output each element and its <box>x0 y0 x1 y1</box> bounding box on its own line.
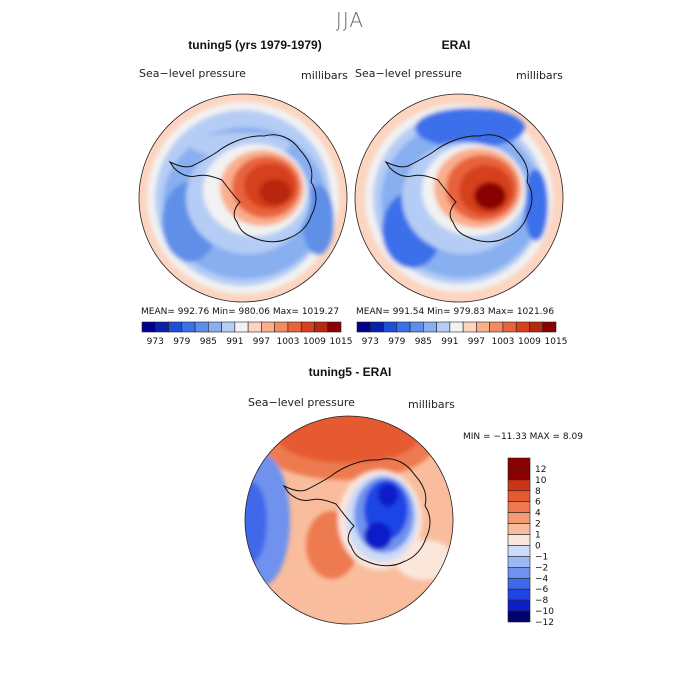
panel1-colorbar-swatch <box>194 321 209 333</box>
panel1-stats: MEAN= 992.76 Min= 980.06 Max= 1019.27 <box>141 307 340 317</box>
panel3-colorbar-tick-label: 1 <box>535 531 541 541</box>
panel1-colorbar-swatch <box>327 321 342 333</box>
panel2-map-border <box>354 93 564 303</box>
panel2-colorbar-swatch <box>369 321 384 333</box>
panel3-units: millibars <box>408 398 455 411</box>
panel3-colorbar-swatch <box>507 556 531 568</box>
panel3-colorbar-tick-label: −12 <box>535 618 554 628</box>
panel3-colorbar-swatch <box>507 610 531 623</box>
panel2-colorbar-tick-label: 985 <box>415 337 432 347</box>
panel2-colorbar-tick-label: 1015 <box>545 337 568 347</box>
panel2-colorbar-swatch <box>449 321 464 333</box>
season-title: JJA <box>335 8 365 32</box>
panel1-colorbar-swatch <box>274 321 289 333</box>
panel1-units: millibars <box>301 69 348 82</box>
panel1-colorbar-swatch <box>261 321 275 333</box>
panel3-title: tuning5 - ERAI <box>308 365 392 379</box>
panel2-colorbar-swatch <box>515 321 530 333</box>
panel3-map <box>245 416 453 624</box>
panel2-map <box>355 94 563 302</box>
panel2-colorbar-tick-label: 973 <box>362 337 379 347</box>
panel2-colorbar-tick-label: 1003 <box>491 337 514 347</box>
panel1-map-border <box>138 93 348 303</box>
panel2-title: ERAI <box>441 38 471 52</box>
panel3-field-label: Sea−level pressure <box>248 396 355 409</box>
panel3-colorbar-tick-label: 4 <box>535 509 541 519</box>
panel1-colorbar-tick-label: 997 <box>253 337 270 347</box>
panel3-colorbar-tick-label: −10 <box>535 607 554 617</box>
panel1-colorbar-swatch <box>168 321 183 333</box>
panel2-colorbar-tick-label: 979 <box>388 337 405 347</box>
panel1-colorbar: 973 979 985 991 997 1003 1009 1015 <box>141 321 353 347</box>
panel3-colorbar-swatch <box>507 599 531 612</box>
panel3-colorbar-swatch <box>507 457 531 470</box>
panel2-colorbar-swatch <box>383 321 398 333</box>
panel2-colorbar-tick-label: 997 <box>468 337 485 347</box>
panel1-colorbar-tick-label: 979 <box>173 337 190 347</box>
panel3-colorbar-tick-label: −4 <box>535 574 549 584</box>
panel2-colorbar-swatch <box>529 321 544 333</box>
panel3-colorbar-swatch <box>507 501 531 513</box>
panel2-colorbar-tick-label: 1009 <box>518 337 541 347</box>
panel2-colorbar: 973 979 985 991 997 1003 1009 1015 <box>356 321 568 347</box>
panel3-colorbar-swatch <box>507 545 531 557</box>
panel3-stats: MIN = −11.33 MAX = 8.09 <box>463 432 583 442</box>
panel1-colorbar-tick-label: 985 <box>200 337 217 347</box>
panel3-colorbar-swatch <box>507 588 531 601</box>
panel1-colorbar-swatch <box>181 321 196 333</box>
panel1-colorbar-swatch <box>247 321 262 333</box>
panel1-colorbar-tick-label: 1009 <box>303 337 326 347</box>
panel3-colorbar-swatch <box>507 512 531 524</box>
panel3-colorbar-swatch <box>507 468 531 481</box>
panel3-colorbar-tick-label: 6 <box>535 498 541 508</box>
panel2-colorbar-swatch <box>396 321 411 333</box>
panel3-colorbar-tick-label: 12 <box>535 465 546 475</box>
panel1-colorbar-swatch <box>221 321 236 333</box>
panel2-colorbar-swatch <box>489 321 504 333</box>
panel3-colorbar-swatch <box>507 479 531 492</box>
panel1-field-label: Sea−level pressure <box>139 67 246 80</box>
panel3-colorbar-tick-label: 10 <box>535 476 547 486</box>
panel3-colorbar-swatch <box>507 534 531 546</box>
panel2-colorbar-swatch <box>409 321 424 333</box>
panel3-colorbar-swatch <box>507 567 531 579</box>
panel2-colorbar-swatch <box>356 321 371 333</box>
panel1-colorbar-swatch <box>314 321 329 333</box>
panel3-colorbar-tick-label: −6 <box>535 585 549 595</box>
panel1-colorbar-tick-label: 1003 <box>276 337 299 347</box>
panel1-colorbar-tick-label: 1015 <box>330 337 353 347</box>
panel2-colorbar-swatch <box>462 321 477 333</box>
panel1-colorbar-tick-label: 973 <box>147 337 164 347</box>
panel2-field-label: Sea−level pressure <box>355 67 462 80</box>
panel1-colorbar-swatch <box>141 321 156 333</box>
panel1-colorbar-tick-label: 991 <box>226 337 243 347</box>
panel1-colorbar-swatch <box>287 321 302 333</box>
panel1-colorbar-swatch <box>154 321 169 333</box>
panel2-colorbar-swatch <box>436 321 451 333</box>
panel1-colorbar-swatch <box>300 321 315 333</box>
panel3-colorbar-tick-label: −1 <box>535 552 548 562</box>
panel3-map-border <box>244 415 454 625</box>
panel3-colorbar-swatch <box>507 523 531 535</box>
panel1-colorbar-swatch <box>208 321 222 333</box>
panel3-colorbar-swatch <box>507 577 531 590</box>
panel2-units: millibars <box>516 69 563 82</box>
panel2-stats: MEAN= 991.54 Min= 979.83 Max= 1021.96 <box>356 307 555 317</box>
panel1-title: tuning5 (yrs 1979-1979) <box>188 38 322 52</box>
panel3-colorbar-tick-label: −8 <box>535 596 549 606</box>
panel1-map <box>139 94 347 302</box>
panel3-colorbar-tick-label: −2 <box>535 563 548 573</box>
panel3-colorbar-tick-label: 8 <box>535 487 541 497</box>
panel3-colorbar-tick-label: 0 <box>535 541 541 551</box>
panel2-colorbar-swatch <box>476 321 490 333</box>
panel3-colorbar-tick-label: 2 <box>535 520 541 530</box>
panel2-colorbar-swatch <box>423 321 437 333</box>
panel2-colorbar-swatch <box>542 321 557 333</box>
panel2-colorbar-swatch <box>502 321 517 333</box>
panel1-colorbar-swatch <box>234 321 249 333</box>
panel2-colorbar-tick-label: 991 <box>441 337 458 347</box>
panel3-colorbar-swatch <box>507 490 531 503</box>
